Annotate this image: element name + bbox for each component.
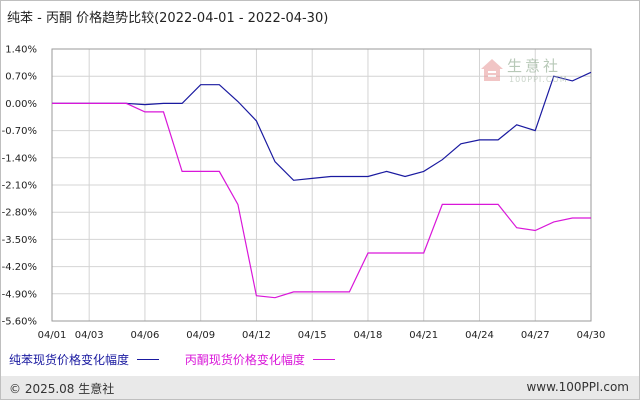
axes xyxy=(51,48,592,322)
x-tick-label: 04/27 xyxy=(521,330,550,341)
y-tick-labels: 1.40% 0.70% 0.00% -0.70% -1.40% -2.10% -2.80% -… xyxy=(2,45,37,328)
y-tick-label: -4.90% xyxy=(2,289,37,300)
x-tick-label: 04/21 xyxy=(409,330,438,341)
series-lines xyxy=(52,71,592,299)
series-line-2 xyxy=(52,102,591,299)
y-tick-label: -1.40% xyxy=(2,153,37,164)
plot-area-border xyxy=(51,48,592,322)
x-tick-label: 04/09 xyxy=(186,330,215,341)
copyright-text: © 2025.08 生意社 xyxy=(9,382,115,396)
x-tick-label: 04/24 xyxy=(465,330,494,341)
y-tick-label: -0.70% xyxy=(2,126,37,137)
y-tick-label: -2.10% xyxy=(2,181,37,192)
y-tick-label: -2.80% xyxy=(2,208,37,219)
chart-legend: 纯苯现货价格变化幅度 丙酮现货价格变化幅度 xyxy=(9,351,357,368)
x-tick-label: 04/15 xyxy=(298,330,327,341)
legend-swatch-series2 xyxy=(312,359,335,360)
watermark-logo: 生意社 100PPI.COM xyxy=(479,53,589,97)
y-tick-label: 1.40% xyxy=(5,45,37,56)
legend-swatch-series1 xyxy=(137,359,160,360)
house-icon xyxy=(481,59,503,81)
legend-item-series1: 纯苯现货价格变化幅度 xyxy=(9,351,160,368)
x-tick-label: 04/03 xyxy=(75,330,104,341)
y-tick-label: 0.70% xyxy=(5,72,37,83)
legend-label-series1: 纯苯现货价格变化幅度 xyxy=(9,353,130,367)
x-tick-label: 04/30 xyxy=(577,330,606,341)
y-tick-label: -3.50% xyxy=(2,235,37,246)
x-tick-label: 04/12 xyxy=(242,330,271,341)
y-tick-label: 0.00% xyxy=(5,99,37,110)
footer-bar: © 2025.08 生意社 www.100PPI.com xyxy=(1,376,639,399)
x-tick-label: 04/01 xyxy=(38,330,67,341)
x-tick-label: 04/18 xyxy=(354,330,383,341)
legend-item-series2: 丙酮现货价格变化幅度 xyxy=(185,351,335,368)
chart-title: 纯苯 - 丙酮 价格趋势比较(2022-04-01 - 2022-04-30) xyxy=(7,11,329,26)
y-tick-label: -5.60% xyxy=(2,317,37,328)
series-line-1 xyxy=(52,71,592,181)
y-tick-label: -4.20% xyxy=(2,262,37,273)
x-tick-label: 04/06 xyxy=(131,330,160,341)
x-tick-labels: 04/01 04/03 04/06 04/09 04/12 04/15 04/18 04/21… xyxy=(38,330,606,341)
legend-label-series2: 丙酮现货价格变化幅度 xyxy=(184,353,305,367)
site-link[interactable]: www.100PPI.com xyxy=(526,380,629,394)
logo-subtext: 100PPI.COM xyxy=(509,75,568,84)
logo-text: 生意社 xyxy=(507,57,562,75)
